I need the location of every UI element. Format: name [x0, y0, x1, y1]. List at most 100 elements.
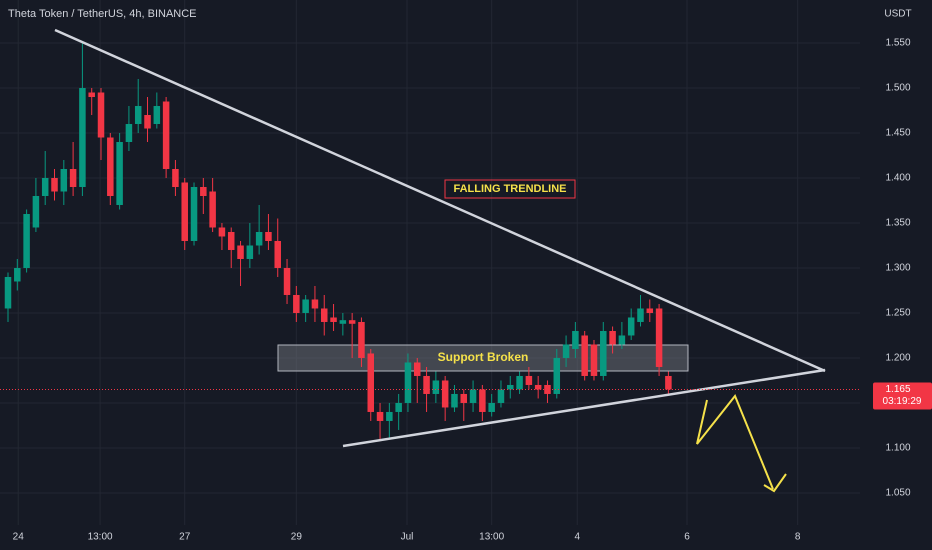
candle-body [404, 362, 412, 403]
x-tick-label: 4 [574, 532, 580, 543]
candle-body [172, 169, 179, 187]
x-tick-label: 13:00 [88, 532, 113, 543]
candle-body [153, 106, 161, 125]
candle-body [627, 317, 635, 336]
candle-body [562, 344, 570, 358]
axes: 1.550 1.500 1.450 1.400 1.350 1.300 1.250 1.200… [0, 38, 932, 543]
candle-body [516, 375, 523, 390]
candle-body [655, 308, 663, 367]
candle-body [441, 380, 449, 408]
x-tick-label: 13:00 [479, 532, 504, 543]
candle-body [41, 177, 49, 196]
candle-body [348, 320, 356, 324]
candle-body [181, 182, 188, 241]
candle-body [302, 299, 309, 313]
y-tick-label: 1.250 [885, 308, 910, 319]
rising-trendline [342, 368, 826, 448]
candle-body [488, 402, 495, 412]
candle-body [367, 353, 375, 412]
y-tick-label: 1.450 [885, 128, 910, 139]
candle-body [32, 195, 40, 228]
candle-body [609, 330, 616, 345]
candle-body [572, 330, 579, 349]
annotation: Support Broken [438, 350, 529, 364]
candle-body [376, 411, 384, 421]
x-tick-label: 29 [291, 532, 303, 543]
candle-body [646, 308, 654, 313]
candle-body [4, 276, 12, 309]
y-tick-label: 1.550 [885, 38, 910, 49]
candle-body [423, 375, 430, 394]
y-tick-label: 1.300 [885, 263, 910, 274]
candle-body [320, 308, 328, 322]
candle-body [209, 191, 216, 228]
candle-body [97, 92, 105, 138]
candle-body [358, 321, 365, 358]
candle-body [534, 384, 542, 390]
candle-body [51, 177, 58, 192]
candle-body [553, 357, 561, 394]
candle-body [227, 231, 235, 250]
candle-body [469, 389, 477, 403]
candle-body [246, 245, 254, 259]
y-tick-label: 1.050 [885, 488, 910, 499]
candle-body [386, 411, 393, 421]
candle-body [414, 362, 421, 376]
last-price-box [873, 382, 932, 410]
candle-body [79, 88, 86, 187]
candle-body [274, 240, 281, 268]
candle-body [116, 142, 123, 205]
last-price-label: 1.165 [885, 384, 910, 395]
candle-body [618, 335, 626, 345]
y-tick-label: 1.350 [885, 218, 910, 229]
y-tick-label: 1.100 [885, 443, 910, 454]
candle-body [665, 375, 672, 390]
candle-body [265, 231, 272, 241]
candle-body [339, 320, 347, 324]
candle-body [283, 267, 291, 295]
candle-body [479, 389, 486, 412]
candle-body [330, 317, 337, 322]
x-tick-label: Jul [401, 532, 414, 543]
annotation-box [444, 179, 576, 199]
candle-body [144, 115, 151, 129]
candle-body [218, 227, 226, 237]
candle-body [460, 393, 468, 403]
candle-body [60, 169, 68, 192]
candle-body [162, 101, 170, 170]
arrow-head [763, 473, 787, 493]
x-tick-label: 6 [684, 532, 690, 543]
candle-body [432, 380, 440, 394]
candle-body [255, 231, 263, 246]
y-tick-label: 1.400 [885, 173, 910, 184]
y-tick-label: 1.500 [885, 83, 910, 94]
candle-body [525, 375, 533, 385]
candle-body [134, 106, 142, 125]
x-tick-label: 8 [795, 532, 801, 543]
candle-body [507, 384, 514, 390]
candle-body [23, 213, 30, 268]
candle-body [497, 389, 505, 403]
annotation: FALLING TRENDLINE [453, 183, 566, 195]
candle-body [237, 245, 244, 259]
projection-arrow [696, 394, 774, 490]
chart-title: Theta Token / TetherUS, 4h, BINANCE [8, 8, 197, 20]
candle-body [190, 186, 198, 241]
currency-label: USDT [884, 9, 911, 20]
candle-body [293, 294, 300, 313]
candle-body [311, 299, 319, 309]
x-tick-label: 24 [13, 532, 25, 543]
support-zone [277, 344, 689, 372]
candle-body [125, 124, 133, 143]
candle-body [581, 335, 588, 376]
candle-body [107, 137, 114, 196]
x-tick-label: 27 [179, 532, 191, 543]
candle-body [590, 344, 598, 376]
candle-body [451, 393, 458, 408]
candle-body [14, 267, 21, 282]
candles [4, 43, 672, 439]
candle-body [600, 330, 607, 376]
candle-body [395, 402, 402, 412]
